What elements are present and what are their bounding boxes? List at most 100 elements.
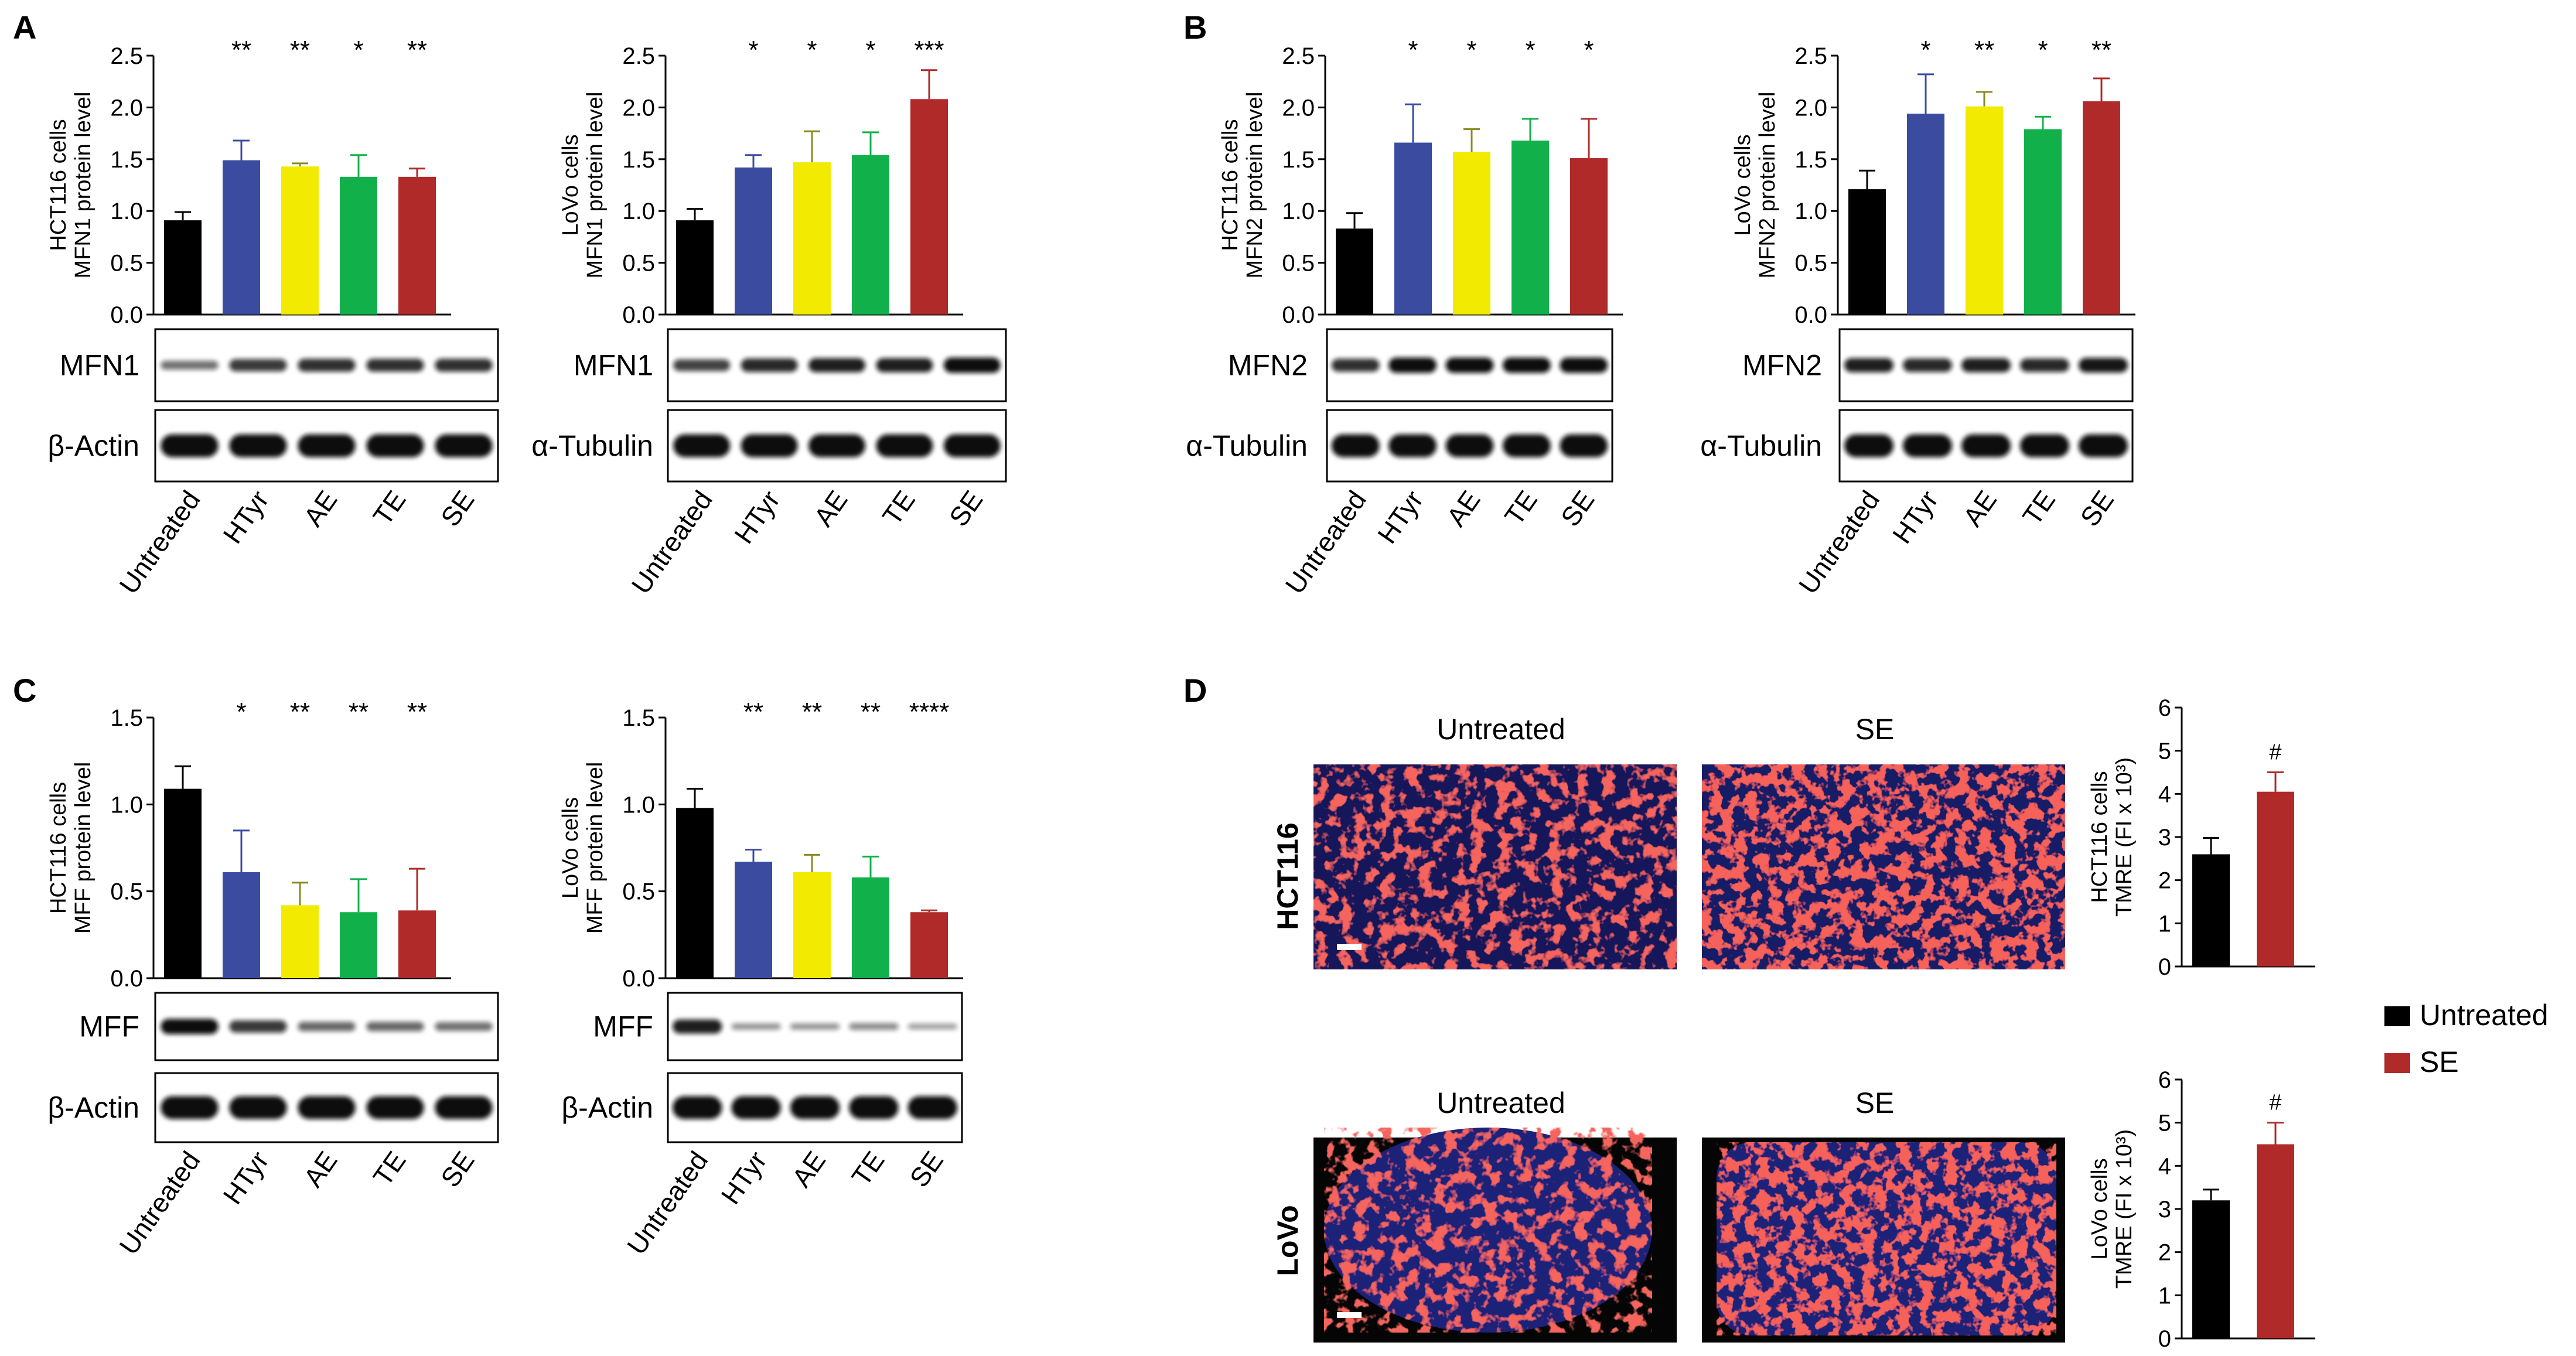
blot-band xyxy=(849,1096,899,1119)
y-axis-label-line2: MFN1 protein level xyxy=(583,92,608,279)
y-tick-label: 0.0 xyxy=(1794,302,1827,328)
y-tick-label: 4 xyxy=(2158,781,2171,807)
y-tick-label: 1.5 xyxy=(1794,147,1827,173)
micro-image-hct116-se xyxy=(1702,764,2065,969)
y-tick-label: 2.5 xyxy=(110,43,143,69)
blot-band xyxy=(673,1096,722,1119)
significance-marker: * xyxy=(865,36,875,64)
y-tick-label: 2 xyxy=(2158,1240,2171,1266)
blot-band xyxy=(229,1096,287,1119)
significance-marker: ** xyxy=(2091,36,2111,64)
chart-lovo-mff: 0.0 0.5 1.0 1.5 LoVo cells MFF protein level *… xyxy=(558,698,963,1260)
y-axis-label-line1: LoVo cells xyxy=(1731,134,1755,235)
x-category-label: TE xyxy=(845,1146,890,1191)
significance-marker: * xyxy=(2038,36,2048,64)
bar-se xyxy=(398,910,436,978)
x-category-label: HTyr xyxy=(1886,485,1944,549)
y-tick-label: 2 xyxy=(2158,868,2171,894)
bar-te xyxy=(852,155,889,315)
y-tick-label: 0.5 xyxy=(1794,251,1827,276)
blot-band xyxy=(1844,358,1893,373)
panel-label-d: D xyxy=(1183,672,1207,709)
blot-label: α-Tubulin xyxy=(1186,429,1308,462)
y-axis-label-line1: LoVo cells xyxy=(2087,1158,2112,1259)
y-tick-label: 6 xyxy=(2158,1067,2171,1093)
blot-band xyxy=(366,434,424,457)
chart-hct116-mfn2: 0.0 0.5 1.0 1.5 2.0 2.5 HCT116 cells MFN2 prote… xyxy=(1186,36,1623,599)
chart-hct116-mff: 0.0 0.5 1.0 1.5 HCT116 cells MFF protein leve… xyxy=(46,698,499,1260)
blot-band xyxy=(298,1022,356,1031)
x-category-label: HTyr xyxy=(715,1146,772,1210)
y-axis-label-line2: TMRE (FI x 10³) xyxy=(2112,1129,2137,1289)
bar-untreated xyxy=(164,220,202,315)
blot-label: MFF xyxy=(79,1010,139,1043)
blot-band xyxy=(1502,357,1551,373)
blot-band xyxy=(1388,357,1437,373)
y-axis-label-line1: HCT116 cells xyxy=(46,782,71,914)
x-category-label: AE xyxy=(1441,485,1486,532)
bar-htyr xyxy=(735,167,772,315)
blot-band xyxy=(943,357,1001,373)
significance-marker: * xyxy=(1584,36,1594,64)
y-tick-label: 0.0 xyxy=(110,966,143,992)
y-axis-label-line1: HCT116 cells xyxy=(46,119,71,251)
micro-col-title-se-top: SE xyxy=(1855,713,1895,746)
blot-band xyxy=(1502,434,1551,457)
y-axis-label-line1: HCT116 cells xyxy=(1218,119,1243,251)
blot-band xyxy=(2079,434,2128,457)
y-axis-label-line2: MFN1 protein level xyxy=(71,92,95,279)
significance-marker: ** xyxy=(1974,36,1994,64)
blot-band xyxy=(808,434,865,457)
micro-col-title-untreated-top: Untreated xyxy=(1437,713,1565,746)
blot-band xyxy=(790,1023,840,1030)
significance-marker: ** xyxy=(861,698,881,726)
y-tick-label: 2.0 xyxy=(1282,95,1315,121)
significance-marker: ** xyxy=(802,698,822,726)
y-tick-label: 5 xyxy=(2158,739,2171,764)
blot-label: β-Actin xyxy=(561,1091,653,1124)
blot-band xyxy=(366,1022,424,1031)
blot-band xyxy=(435,1022,493,1031)
y-axis-label-line1: LoVo cells xyxy=(558,134,583,235)
blot-band xyxy=(876,434,933,457)
panel-label-a: A xyxy=(13,9,36,46)
y-tick-label: 3 xyxy=(2158,825,2171,851)
significance-marker: ** xyxy=(743,698,763,726)
x-category-label: TE xyxy=(1499,485,1543,531)
bar-ae xyxy=(281,905,319,978)
panel-label-c: C xyxy=(13,672,36,709)
blot-band xyxy=(943,434,1001,457)
x-category-label: HTyr xyxy=(217,1146,274,1210)
blot-band xyxy=(2020,434,2069,457)
significance-marker: ** xyxy=(231,36,251,64)
blot-band xyxy=(435,358,493,372)
chart-lovo-mfn2: 0.0 0.5 1.0 1.5 2.0 2.5 LoVo cells MFN2 protein… xyxy=(1700,36,2135,599)
significance-marker: * xyxy=(353,36,363,64)
micro-image-lovo-untreated xyxy=(1313,1128,1677,1343)
y-axis-label-line2: MFF protein level xyxy=(71,762,95,934)
bar-untreated xyxy=(1336,228,1373,315)
significance-marker: * xyxy=(1525,36,1535,64)
y-tick-label: 1 xyxy=(2158,1283,2171,1309)
y-tick-label: 6 xyxy=(2158,695,2171,721)
y-tick-label: 1.5 xyxy=(110,147,143,173)
bar-te xyxy=(340,176,377,315)
bar-se xyxy=(2083,101,2120,315)
legend-swatch-untreated xyxy=(2384,1006,2410,1026)
scale-bar xyxy=(1337,1312,1362,1318)
x-category-label: AE xyxy=(808,485,854,532)
x-category-label: SE xyxy=(435,1146,480,1193)
x-category-label: TE xyxy=(367,1146,411,1191)
y-tick-label: 0 xyxy=(2158,954,2171,980)
chart-lovo-tmre: 0 1 2 3 4 5 6 LoVo cells TMRE (FI x 10³) # xyxy=(2087,1067,2315,1352)
legend-label-untreated: Untreated xyxy=(2420,999,2548,1031)
y-tick-label: 1.0 xyxy=(1282,199,1315,224)
significance-marker: # xyxy=(2269,740,2281,765)
bar-te xyxy=(1512,140,1549,315)
x-category-label: SE xyxy=(1555,485,1601,532)
y-tick-label: 2.5 xyxy=(1282,43,1315,69)
y-axis-label-line2: MFN2 protein level xyxy=(1243,92,1267,279)
significance-marker: # xyxy=(2269,1091,2281,1115)
significance-marker: ** xyxy=(407,36,427,64)
x-category-label: TE xyxy=(876,485,921,531)
